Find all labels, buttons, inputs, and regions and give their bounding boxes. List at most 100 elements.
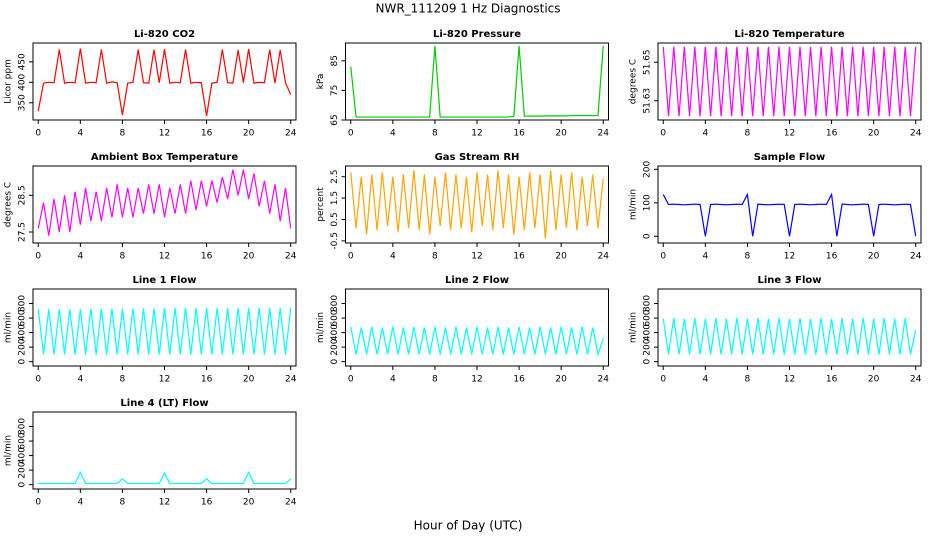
x-tick-label: 4 [77, 252, 83, 262]
panel-title: Sample Flow [754, 152, 826, 163]
x-tick-label: 8 [432, 129, 438, 139]
x-tick-label: 16 [201, 498, 213, 508]
plot-frame [32, 42, 297, 121]
series-line [350, 326, 604, 357]
y-axis-label: ml/min [4, 312, 14, 343]
series-line [662, 192, 917, 237]
x-tick-label: 16 [513, 252, 525, 262]
y-tick-label: 450 [18, 53, 28, 70]
x-tick-label: 24 [285, 252, 297, 262]
y-tick-label: 51.65 [643, 49, 653, 75]
y-tick-label: 200 [643, 160, 653, 177]
y-tick-label: 200 [330, 338, 340, 355]
y-axis-label: Licor ppm [4, 59, 14, 104]
x-tick-label: 24 [285, 375, 297, 385]
x-axis-label: Hour of Day (UTC) [414, 519, 523, 533]
y-tick-label: 400 [18, 324, 28, 341]
x-tick-label: 4 [390, 375, 396, 385]
x-tick-label: 16 [513, 129, 525, 139]
y-tick-label: 400 [643, 324, 653, 341]
y-tick-label: 0 [643, 359, 653, 365]
x-tick-label: 0 [35, 498, 41, 508]
plot-frame [345, 288, 609, 367]
y-tick-label: 0.5 [330, 212, 340, 226]
x-tick-label: 12 [784, 252, 795, 262]
x-tick-label: 0 [35, 129, 41, 139]
plot-frame [32, 288, 297, 367]
x-tick-label: 4 [77, 375, 83, 385]
y-axis-label: ml/min [629, 189, 639, 220]
x-tick-label: 0 [348, 129, 354, 139]
y-tick-label: 600 [330, 309, 340, 326]
panel-title: Gas Stream RH [435, 152, 520, 163]
series-line [350, 45, 604, 118]
y-tick-label: 600 [643, 309, 653, 326]
x-tick-label: 8 [432, 375, 438, 385]
y-tick-label: 27.5 [18, 222, 28, 242]
x-tick-label: 24 [910, 129, 922, 139]
y-tick-label: 0 [643, 233, 653, 239]
y-tick-label: 400 [18, 447, 28, 464]
y-tick-label: 600 [18, 309, 28, 326]
x-tick-label: 0 [660, 375, 666, 385]
x-tick-label: 12 [471, 252, 482, 262]
y-axis-label: ml/min [629, 312, 639, 343]
panel-title: Li-820 Pressure [433, 29, 521, 40]
x-tick-label: 8 [745, 129, 751, 139]
x-tick-label: 8 [432, 252, 438, 262]
panel-title: Line 3 Flow [758, 275, 822, 286]
x-tick-label: 4 [77, 498, 83, 508]
x-tick-label: 20 [868, 129, 880, 139]
y-tick-label: 75 [330, 85, 340, 96]
panel-title: Line 1 Flow [133, 275, 197, 286]
plot-frame [32, 165, 297, 244]
y-tick-label: 0 [330, 359, 340, 365]
x-tick-label: 4 [702, 252, 708, 262]
plot-frame [32, 411, 297, 490]
y-tick-label: 0 [18, 482, 28, 488]
panel-title: Li-820 CO2 [134, 29, 195, 40]
x-tick-label: 16 [201, 252, 213, 262]
x-tick-label: 12 [159, 375, 170, 385]
series-line [37, 169, 292, 236]
x-tick-label: 0 [348, 375, 354, 385]
y-axis-label: percent [316, 187, 326, 222]
y-axis-label: ml/min [316, 312, 326, 343]
plot-frame [345, 42, 609, 121]
y-tick-label: 0 [18, 359, 28, 365]
x-tick-label: 20 [243, 498, 255, 508]
x-tick-label: 24 [910, 375, 922, 385]
x-tick-label: 8 [120, 375, 126, 385]
x-tick-label: 4 [390, 129, 396, 139]
x-tick-label: 12 [784, 375, 795, 385]
y-tick-label: 400 [18, 73, 28, 90]
x-tick-label: 8 [120, 498, 126, 508]
y-tick-label: 350 [18, 94, 28, 111]
x-tick-label: 20 [868, 375, 880, 385]
panel-title: Line 2 Flow [445, 275, 509, 286]
plot-frame [657, 288, 922, 367]
x-tick-label: 24 [598, 252, 610, 262]
y-tick-label: 200 [18, 338, 28, 355]
y-tick-label: 400 [330, 324, 340, 341]
y-axis-label: kPa [316, 74, 326, 90]
x-tick-label: 16 [201, 129, 213, 139]
y-tick-label: 800 [643, 295, 653, 312]
y-axis-label: degrees C [629, 59, 639, 104]
y-tick-label: 1.5 [330, 191, 340, 205]
y-tick-label: 100 [643, 194, 653, 211]
y-tick-label: 65 [330, 114, 340, 125]
x-tick-label: 0 [35, 375, 41, 385]
x-tick-label: 0 [660, 129, 666, 139]
x-tick-label: 8 [120, 129, 126, 139]
plot-frame [657, 42, 922, 121]
x-tick-label: 16 [513, 375, 525, 385]
x-tick-label: 8 [120, 252, 126, 262]
series-line [662, 317, 917, 355]
x-tick-label: 20 [243, 375, 255, 385]
y-tick-label: 28.5 [18, 185, 28, 205]
y-tick-label: 800 [18, 418, 28, 435]
x-tick-label: 0 [348, 252, 354, 262]
